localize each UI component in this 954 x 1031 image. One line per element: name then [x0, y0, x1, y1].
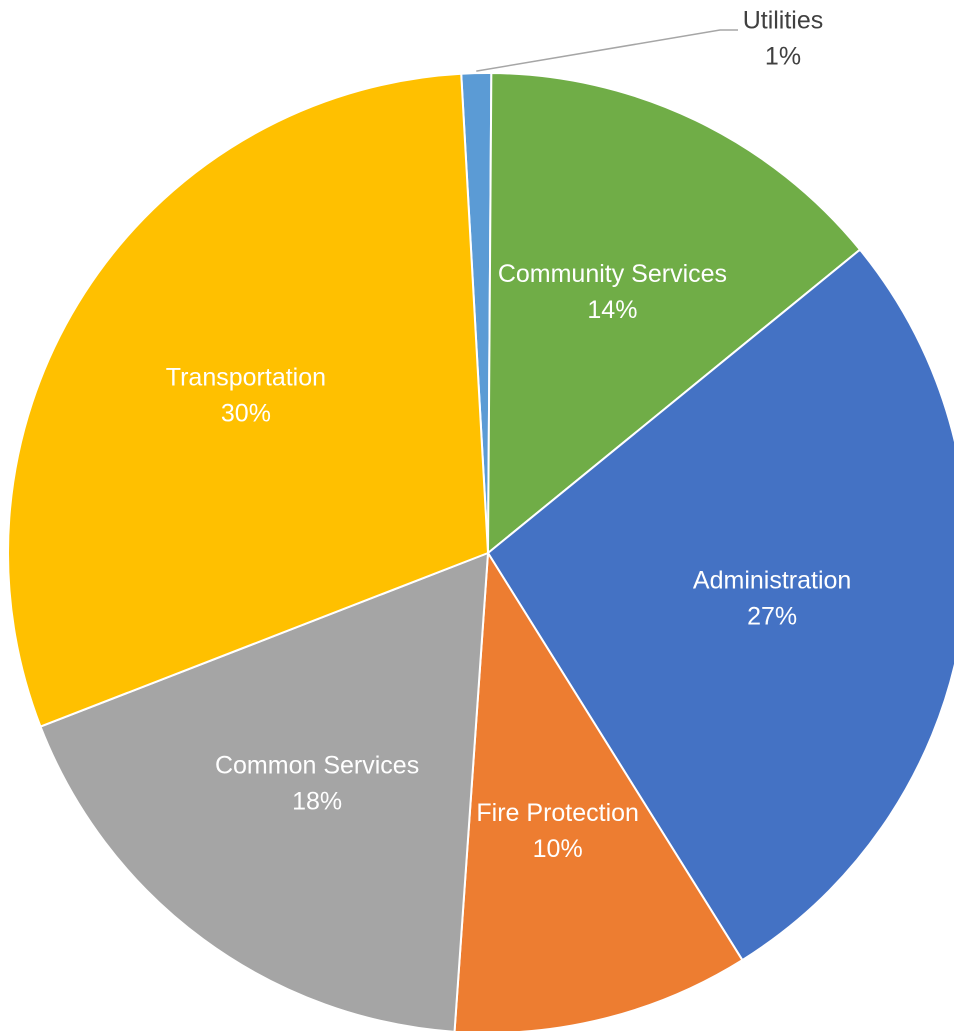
label-utilities: Utilities: [743, 7, 824, 35]
slice-common-services: [39, 551, 490, 1031]
slice-administration: [486, 248, 954, 962]
pie-slices: [7, 72, 954, 1031]
label-transportation: Transportation: [166, 364, 326, 392]
value-label-transportation: 30%: [221, 400, 271, 428]
value-label-administration: 27%: [747, 603, 797, 631]
leader-line-utilities: [476, 29, 738, 72]
label-community-services: Community Services: [498, 260, 727, 288]
slice-fire-protection: [453, 549, 744, 1031]
label-fire-protection: Fire Protection: [476, 799, 639, 827]
value-label-utilities: 1%: [765, 43, 801, 71]
value-label-community-services: 14%: [587, 296, 637, 324]
value-label-common-services: 18%: [292, 787, 342, 815]
label-common-services: Common Services: [215, 751, 419, 779]
slice-community-services: [486, 72, 862, 556]
slice-transportation: [7, 72, 490, 728]
label-administration: Administration: [693, 567, 851, 595]
value-label-fire-protection: 10%: [533, 835, 583, 863]
data-labels: Utilities 1% Community Services 14% Administ…: [166, 7, 852, 863]
leader-lines: [476, 29, 738, 72]
